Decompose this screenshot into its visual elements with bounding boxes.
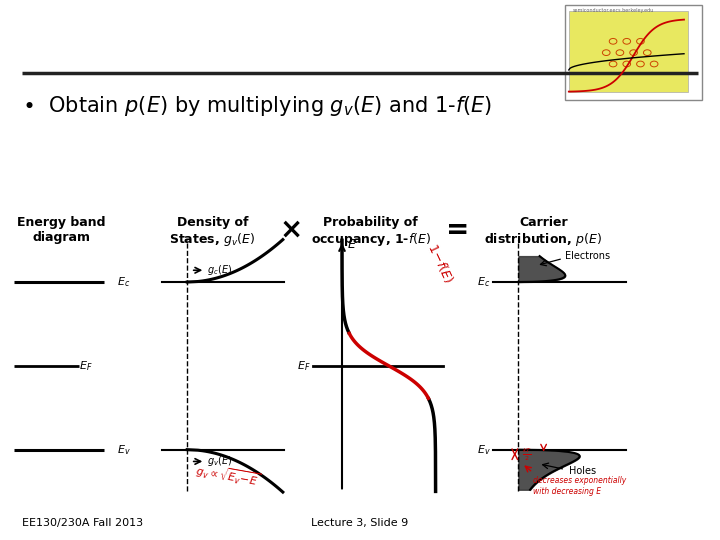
Text: Carrier
distribution, $p(E)$: Carrier distribution, $p(E)$ xyxy=(485,216,603,248)
Text: EE130/230A Fall 2013: EE130/230A Fall 2013 xyxy=(22,518,143,528)
Text: $E_v$: $E_v$ xyxy=(477,443,491,456)
Text: semiconductor.eecs.berkeley.edu: semiconductor.eecs.berkeley.edu xyxy=(572,8,654,12)
Text: Density of
States, $g_v(E)$: Density of States, $g_v(E)$ xyxy=(169,216,256,248)
Text: $\frac{kT}{2}$: $\frac{kT}{2}$ xyxy=(522,446,532,463)
Text: Energy band
diagram: Energy band diagram xyxy=(17,216,105,244)
Text: $g_c(E)$: $g_c(E)$ xyxy=(207,264,233,277)
Text: $g_v \propto \sqrt{E_v\!-\!E}$: $g_v \propto \sqrt{E_v\!-\!E}$ xyxy=(194,461,262,490)
Text: Electrons: Electrons xyxy=(565,251,611,261)
Text: Holes: Holes xyxy=(569,466,596,476)
Text: $E_F$: $E_F$ xyxy=(297,359,311,373)
Text: Probability of
occupancy, 1-$f(E)$: Probability of occupancy, 1-$f(E)$ xyxy=(311,216,431,248)
Text: $\bullet$  Obtain $p(E)$ by multiplying $g_v(E)$ and 1-$f(E)$: $\bullet$ Obtain $p(E)$ by multiplying $… xyxy=(22,94,492,118)
Text: $E_F$: $E_F$ xyxy=(79,359,93,373)
Text: $g_v(E)$: $g_v(E)$ xyxy=(207,455,233,468)
Text: =: = xyxy=(446,215,469,244)
Text: E: E xyxy=(348,238,356,251)
Text: $E_c$: $E_c$ xyxy=(117,275,130,289)
Bar xyxy=(565,5,702,100)
Text: Lecture 3, Slide 9: Lecture 3, Slide 9 xyxy=(311,518,409,528)
Text: decreases exponentially
with decreasing E: decreases exponentially with decreasing … xyxy=(533,476,626,496)
Text: ×: × xyxy=(280,215,303,244)
Text: $E_v$: $E_v$ xyxy=(117,443,131,456)
Bar xyxy=(569,11,688,92)
Text: $E_c$: $E_c$ xyxy=(477,275,490,289)
Text: $1\!-\!f(E)$: $1\!-\!f(E)$ xyxy=(425,241,456,286)
